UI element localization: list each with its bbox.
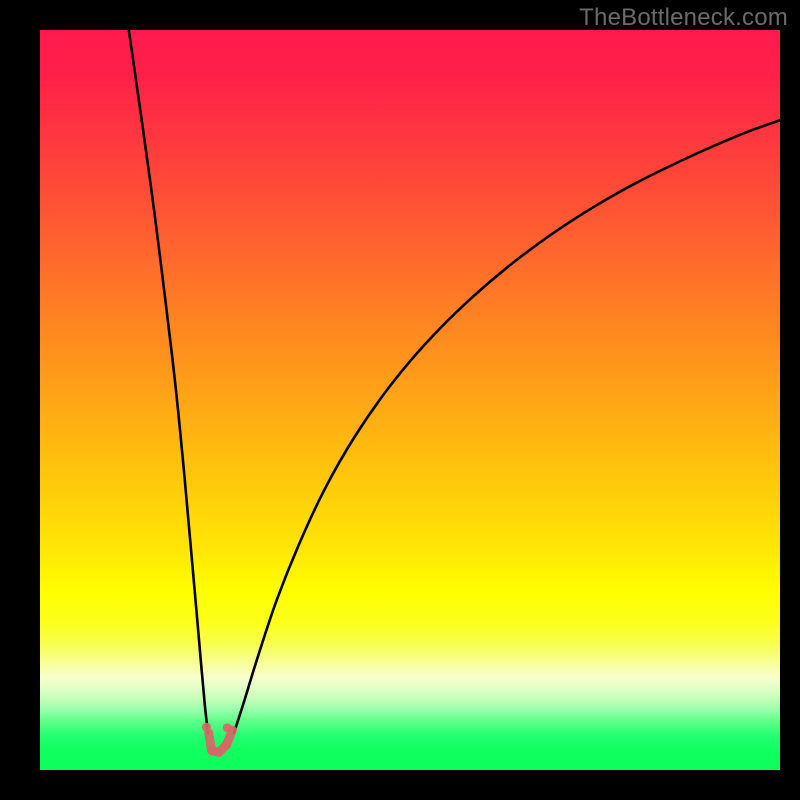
frame-bottom (0, 770, 800, 800)
frame-right (780, 0, 800, 800)
frame-left (0, 0, 40, 800)
chart-svg (0, 0, 800, 800)
chart-container: TheBottleneck.com (0, 0, 800, 800)
watermark-text: TheBottleneck.com (579, 4, 788, 32)
gradient-background (40, 30, 780, 770)
